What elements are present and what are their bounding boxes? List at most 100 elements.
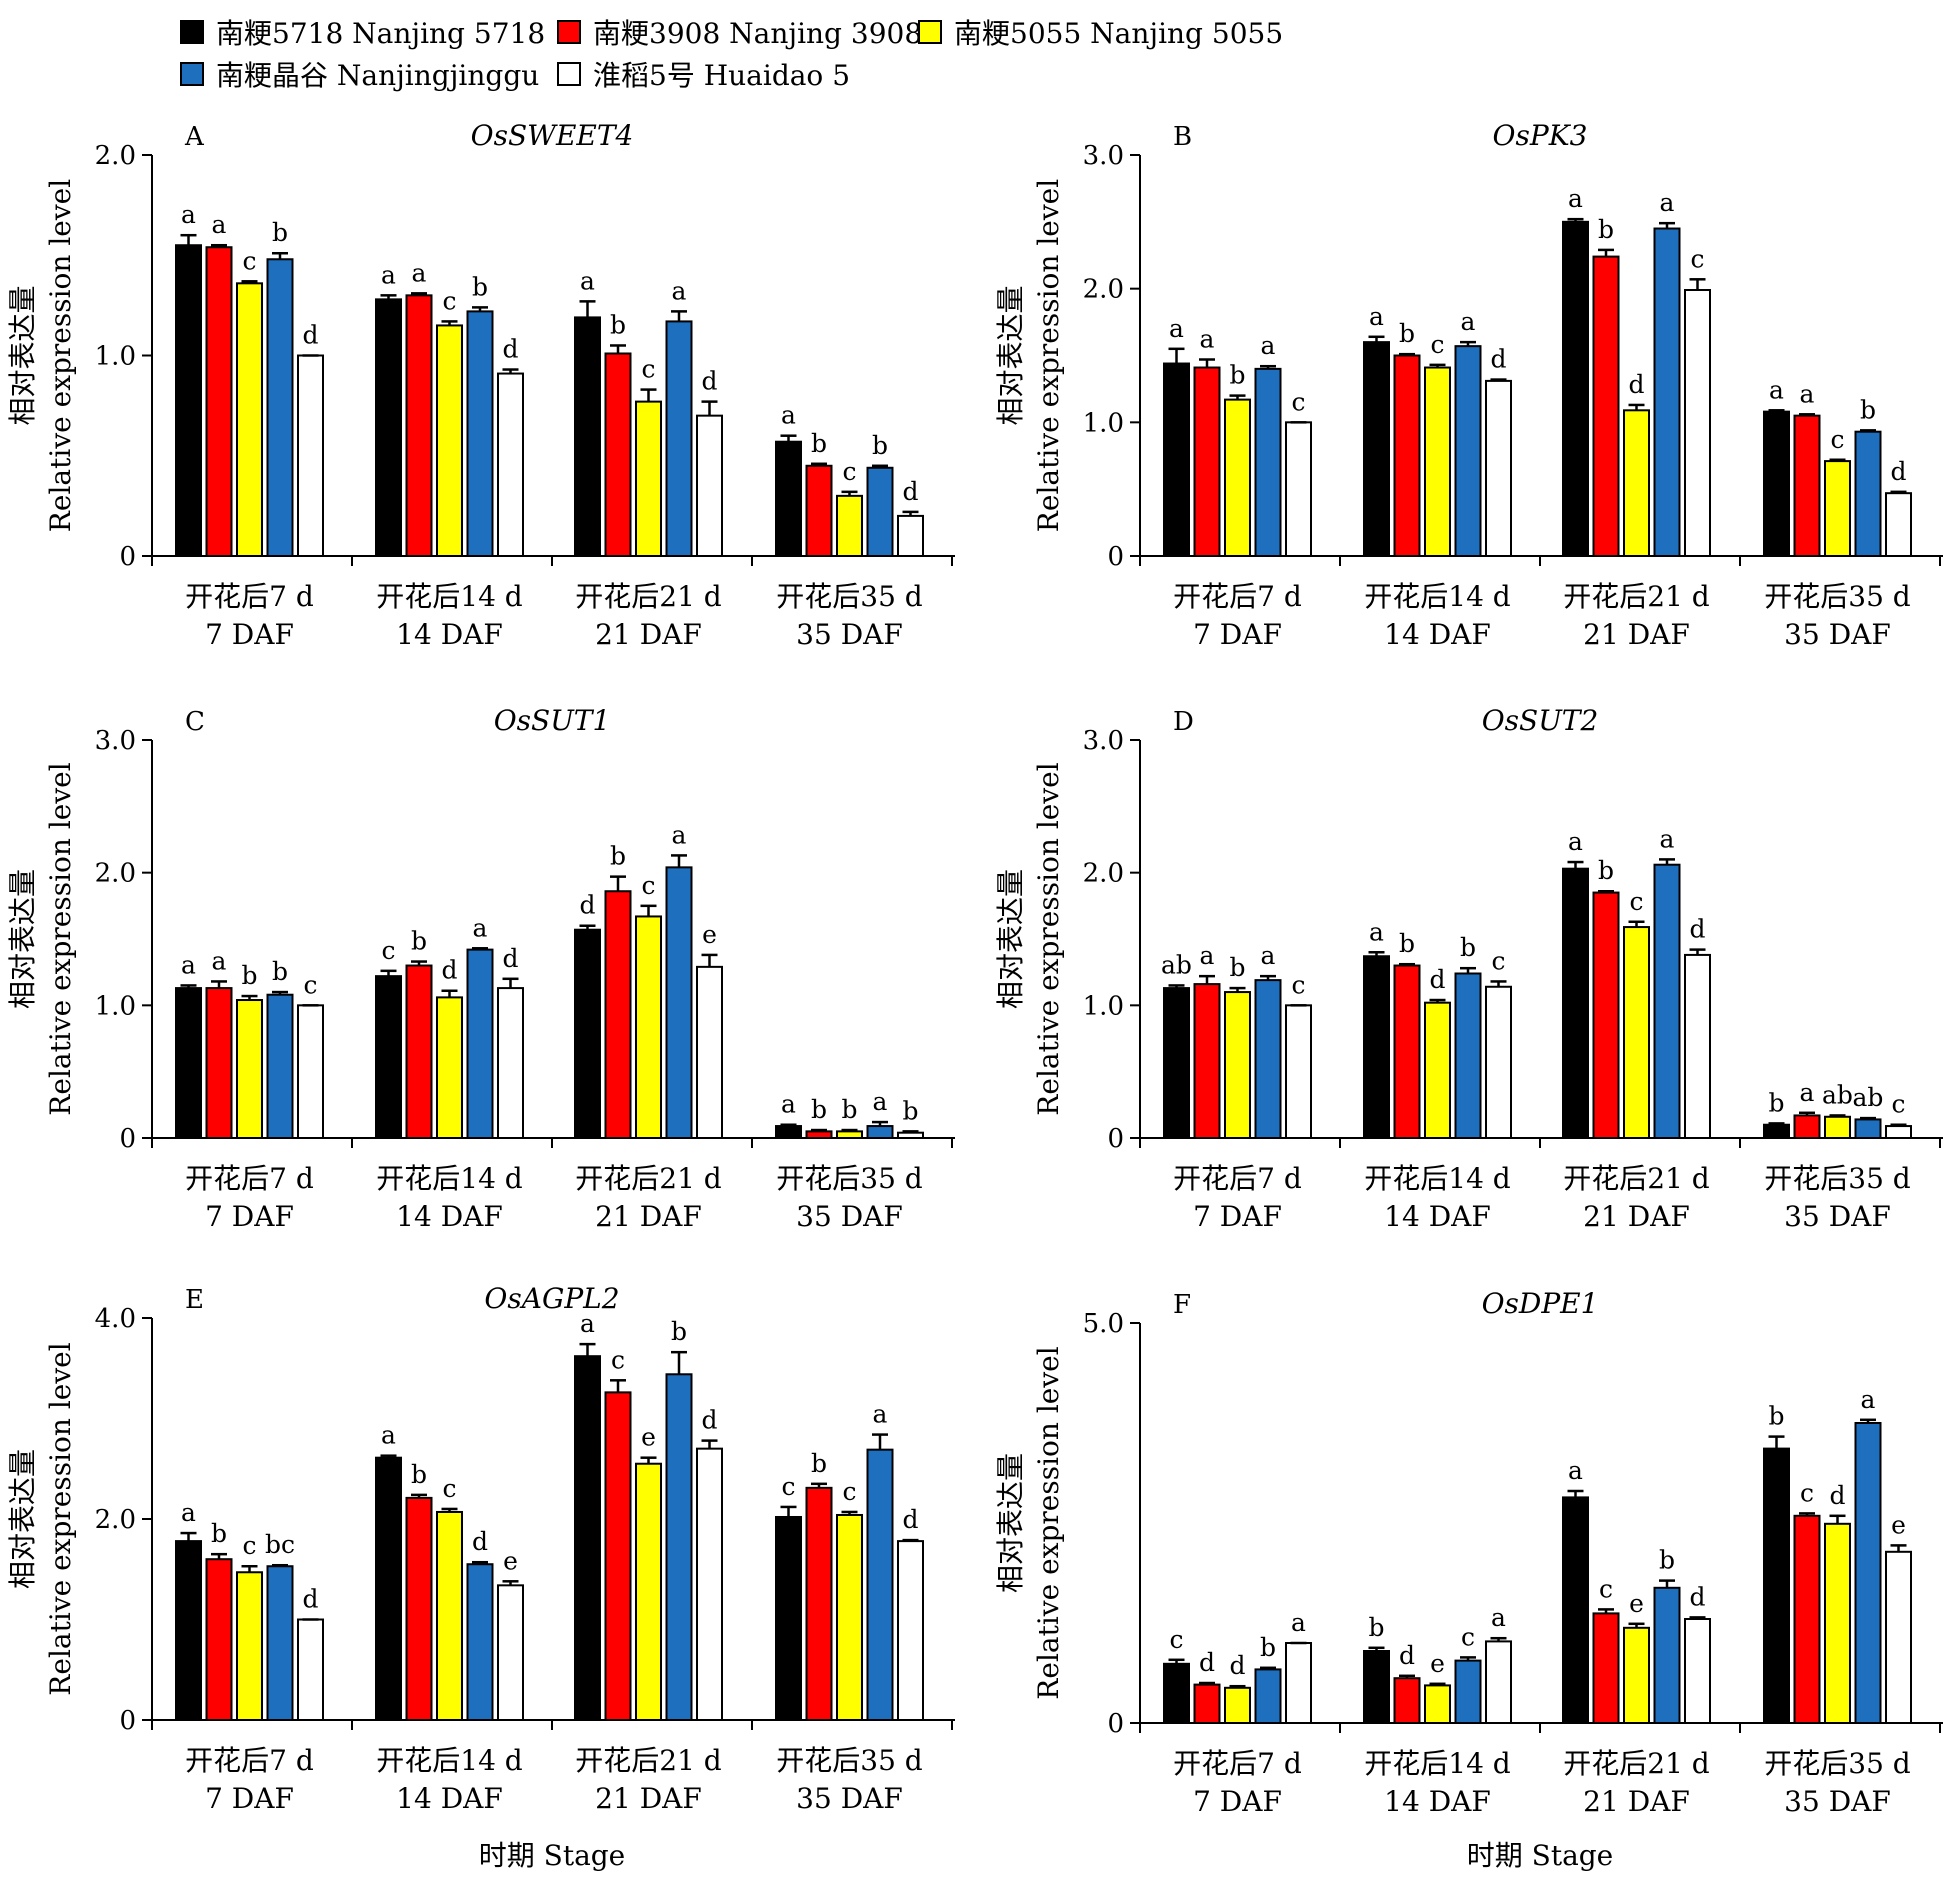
- bar: [1393, 354, 1421, 557]
- bar: [1592, 1612, 1620, 1725]
- bar: [897, 1540, 924, 1721]
- significance-letter: d: [472, 1527, 488, 1556]
- bar: [604, 1391, 632, 1721]
- category-label-cn: 开花后7 d: [185, 1162, 314, 1195]
- panel-letter: E: [185, 1285, 204, 1315]
- category-label-cn: 开花后21 d: [575, 1162, 722, 1195]
- significance-letter: a: [580, 1309, 595, 1338]
- significance-letter: c: [641, 871, 655, 900]
- significance-letter: ab: [1822, 1080, 1853, 1109]
- bar: [1424, 1001, 1451, 1139]
- bar: [1653, 1586, 1681, 1725]
- significance-letter: a: [1261, 331, 1276, 360]
- significance-letter: a: [381, 1421, 396, 1450]
- bar: [1254, 367, 1282, 557]
- bar: [1592, 255, 1620, 557]
- significance-letter: c: [1291, 970, 1305, 999]
- bar: [897, 1131, 924, 1140]
- significance-letter: b: [610, 310, 626, 339]
- bar: [436, 1510, 463, 1721]
- bar: [266, 1565, 294, 1721]
- legend-item-nanjingjinggu: 南粳晶谷 Nanjingjinggu: [180, 54, 539, 94]
- panel-letter: B: [1173, 122, 1192, 152]
- category-label-cn: 开花后21 d: [1563, 1162, 1710, 1195]
- significance-letter: c: [641, 355, 655, 384]
- bar: [1163, 987, 1190, 1139]
- significance-letter: b: [272, 218, 288, 247]
- significance-letter: d: [1490, 345, 1506, 374]
- y-tick-label: 2.0: [1083, 275, 1124, 305]
- bar: [1623, 409, 1650, 558]
- significance-letter: b: [211, 1519, 227, 1548]
- y-tick-label: 1.0: [1083, 991, 1124, 1021]
- significance-letter: a: [672, 276, 687, 305]
- bar: [1163, 362, 1190, 557]
- category-label-cn: 开花后14 d: [376, 580, 523, 613]
- bar: [205, 987, 233, 1139]
- gene-title: OsAGPL2: [484, 1282, 619, 1315]
- significance-letter: a: [1660, 824, 1675, 853]
- legend-label-nanjing-3908: 南粳3908 Nanjing 3908: [593, 17, 923, 50]
- bar: [1684, 289, 1711, 557]
- significance-letter: c: [381, 936, 395, 965]
- significance-letter: a: [1200, 941, 1215, 970]
- significance-letter: d: [1429, 965, 1445, 994]
- bar: [436, 324, 463, 557]
- y-tick-label: 2.0: [1083, 859, 1124, 889]
- y-axis-label-en: Relative expression level: [1032, 762, 1065, 1115]
- bar: [1885, 1550, 1912, 1725]
- legend-item-nanjing-5055: 南粳5055 Nanjing 5055: [918, 12, 1283, 52]
- bar: [1763, 1123, 1790, 1139]
- significance-letter: e: [503, 1546, 518, 1575]
- bar: [866, 1448, 894, 1722]
- bar: [466, 948, 494, 1140]
- bar: [665, 866, 693, 1139]
- significance-letter: b: [841, 1095, 857, 1124]
- bar: [175, 244, 202, 557]
- category-label-cn: 开花后21 d: [1563, 580, 1710, 613]
- bar: [497, 987, 524, 1139]
- bar: [375, 1456, 402, 1721]
- category-label-en: 21 DAF: [595, 1782, 702, 1815]
- significance-letter: b: [1229, 361, 1245, 390]
- significance-letter: c: [1291, 387, 1305, 416]
- category-label-en: 21 DAF: [1583, 1785, 1690, 1818]
- significance-letter: a: [1800, 1078, 1815, 1107]
- bar: [266, 993, 294, 1139]
- y-tick-label: 0: [1107, 542, 1124, 572]
- significance-letter: d: [579, 891, 595, 920]
- bar: [175, 1540, 202, 1721]
- category-label-en: 14 DAF: [1384, 1200, 1491, 1233]
- bar: [1684, 1618, 1711, 1724]
- significance-letter: a: [1491, 1603, 1506, 1632]
- significance-letter: d: [502, 944, 518, 973]
- bar: [805, 1486, 833, 1721]
- significance-letter: d: [1199, 1648, 1215, 1677]
- bar: [604, 352, 632, 557]
- bar: [836, 1130, 863, 1140]
- significance-letter: b: [1598, 856, 1614, 885]
- significance-letter: a: [1200, 325, 1215, 354]
- legend-item-nanjing-3908: 南粳3908 Nanjing 3908: [557, 12, 922, 52]
- bar: [574, 928, 601, 1139]
- category-label-en: 7 DAF: [1193, 1200, 1282, 1233]
- significance-letter: a: [1660, 188, 1675, 217]
- category-label-en: 7 DAF: [1193, 1785, 1282, 1818]
- significance-letter: c: [442, 1474, 456, 1503]
- bar: [1623, 926, 1650, 1139]
- significance-letter: d: [1628, 370, 1644, 399]
- bar: [775, 1125, 802, 1140]
- category-label-en: 7 DAF: [205, 1200, 294, 1233]
- y-tick-label: 0: [1107, 1709, 1124, 1739]
- y-tick-label: 5.0: [1083, 1309, 1124, 1339]
- significance-letter: a: [181, 200, 196, 229]
- significance-letter: a: [1369, 917, 1384, 946]
- y-axis-label-en: Relative expression level: [1032, 1346, 1065, 1699]
- category-label-en: 14 DAF: [1384, 1785, 1491, 1818]
- bar: [1363, 955, 1390, 1139]
- significance-letter: a: [181, 1498, 196, 1527]
- bar: [1653, 863, 1681, 1139]
- bar: [1193, 366, 1221, 557]
- category-label-cn: 开花后35 d: [1764, 1747, 1911, 1780]
